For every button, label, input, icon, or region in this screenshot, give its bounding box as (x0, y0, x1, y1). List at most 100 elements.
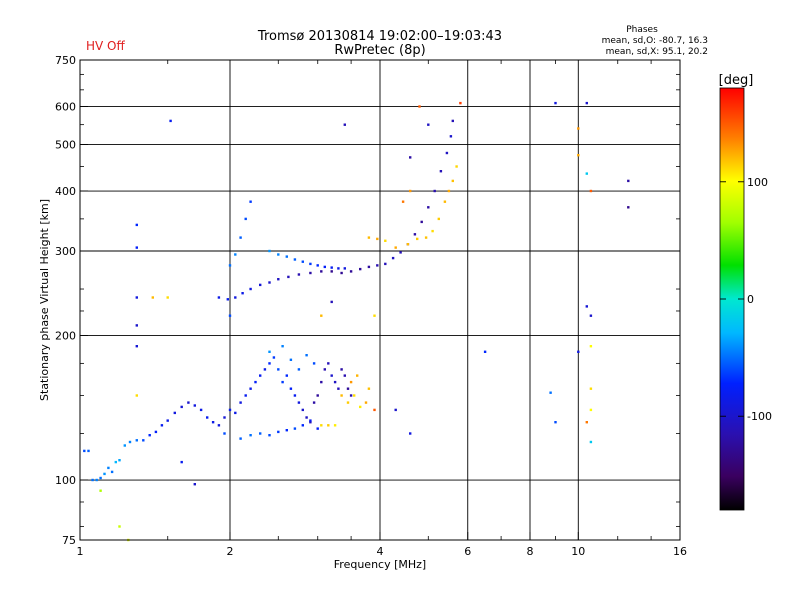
data-point (585, 305, 588, 308)
data-point (554, 101, 557, 105)
data-point (239, 401, 242, 404)
data-point (277, 278, 280, 281)
data-point (367, 265, 371, 269)
colorbar-unit-label: [deg] (719, 73, 754, 88)
data-point (193, 483, 196, 486)
y-tick-label: 200 (55, 330, 76, 343)
data-point (135, 324, 138, 327)
data-point (340, 271, 343, 275)
data-point (330, 270, 333, 273)
phases-mean-o: mean, sd,O: -80.7, 16.3 (602, 36, 708, 46)
data-point (431, 229, 434, 233)
data-point (277, 430, 280, 434)
data-point (297, 401, 301, 404)
data-point (289, 387, 293, 390)
data-point (367, 387, 371, 390)
data-point (305, 416, 308, 419)
data-point (110, 470, 114, 474)
data-point (151, 296, 154, 299)
data-point (549, 391, 552, 394)
data-point (359, 267, 362, 271)
data-point (249, 200, 252, 203)
data-point (180, 405, 183, 409)
x-tick-label: 8 (527, 545, 534, 558)
data-point (217, 424, 221, 427)
data-point (589, 189, 593, 193)
data-point (427, 123, 430, 126)
data-point (409, 189, 412, 193)
x-tick-label: 1 (77, 545, 84, 558)
data-point (263, 368, 267, 371)
data-point (577, 154, 580, 157)
data-point (114, 460, 117, 464)
data-point (399, 251, 402, 254)
data-point (627, 179, 630, 183)
data-point (118, 459, 121, 462)
data-point (391, 256, 395, 260)
data-point (173, 411, 176, 415)
data-point (309, 419, 312, 422)
data-point (443, 200, 447, 203)
data-point (413, 233, 417, 236)
data-point (272, 356, 276, 359)
data-point (305, 354, 308, 357)
data-point (554, 421, 557, 424)
data-point (424, 236, 428, 239)
y-tick-label: 300 (55, 245, 76, 258)
data-point (249, 287, 252, 291)
colorbar-ticks: 100 0 -100 (720, 176, 772, 423)
data-point (337, 267, 340, 270)
data-point (367, 236, 371, 239)
data-point (301, 260, 304, 263)
data-point (359, 405, 362, 409)
data-point (281, 380, 284, 384)
data-point (135, 246, 138, 249)
data-point (135, 439, 138, 442)
data-point (627, 206, 630, 209)
x-tick-label: 10 (571, 545, 585, 558)
data-point (234, 411, 237, 415)
data-point (107, 466, 110, 470)
data-point (320, 424, 323, 427)
x-tick-label: 2 (227, 545, 234, 558)
data-point (244, 217, 247, 221)
data-point (337, 387, 340, 390)
data-point (249, 387, 252, 390)
data-point (343, 123, 346, 126)
data-point (459, 101, 462, 105)
data-point (199, 408, 203, 412)
data-point (323, 368, 326, 371)
data-point (187, 401, 190, 404)
x-tick-label: 4 (377, 545, 384, 558)
data-point (297, 368, 301, 371)
data-point (83, 449, 86, 453)
data-point (349, 394, 353, 397)
data-point (394, 408, 397, 412)
data-point (373, 408, 376, 412)
colorbar-tick-label: -100 (747, 410, 772, 423)
data-point (297, 273, 301, 276)
data-point (312, 362, 316, 365)
x-axis-label: Frequency [MHz] (334, 558, 426, 571)
data-point (95, 478, 98, 482)
data-point (327, 362, 330, 365)
data-point (135, 223, 138, 227)
data-point (343, 267, 346, 270)
data-point (401, 200, 405, 203)
data-point (91, 478, 94, 482)
data-point (346, 401, 350, 404)
data-point (234, 253, 237, 256)
plot-area: 1 2 4 6 8 10 16 75 100 200 300 400 500 600 750 (55, 54, 687, 558)
data-point (356, 374, 359, 377)
data-point (99, 476, 102, 480)
data-point (316, 394, 319, 397)
data-point (142, 439, 145, 442)
data-point (406, 243, 410, 246)
data-point (228, 264, 232, 267)
data-point (223, 432, 226, 435)
data-point (99, 489, 102, 492)
data-point (343, 374, 346, 377)
data-point (427, 206, 430, 209)
data-point (312, 401, 316, 404)
